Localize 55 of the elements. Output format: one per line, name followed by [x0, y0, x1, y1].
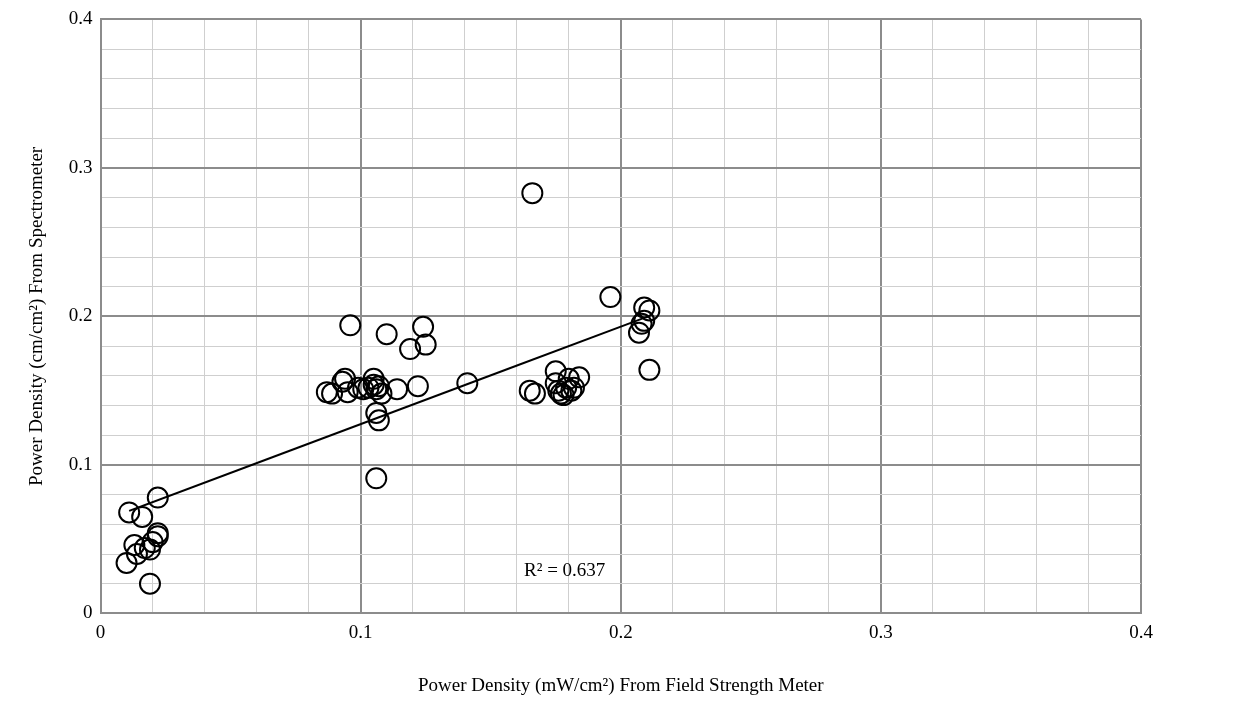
point: [115, 551, 138, 574]
point: [406, 375, 429, 398]
point: [133, 537, 156, 560]
point: [118, 501, 141, 524]
point: [146, 486, 169, 509]
x-tick-label: 0.4: [1129, 620, 1154, 642]
point: [599, 286, 622, 309]
point: [357, 376, 380, 399]
point: [544, 360, 567, 383]
y-tick-label: 0: [83, 601, 93, 623]
x-axis-title: Power Density (mW/cm²) From Field Strength Meter: [417, 673, 825, 696]
point: [633, 296, 656, 319]
y-tick-label: 0.2: [68, 304, 93, 326]
y-tick-label: 0.3: [68, 155, 93, 177]
point: [456, 372, 479, 395]
point: [138, 538, 161, 561]
point: [544, 372, 567, 395]
point: [518, 379, 541, 402]
point: [521, 182, 544, 205]
point: [315, 381, 338, 404]
y-tick-label: 0.1: [68, 452, 93, 474]
point: [557, 367, 580, 390]
point: [412, 315, 435, 338]
point: [347, 376, 370, 399]
point: [141, 531, 164, 554]
point: [370, 382, 393, 405]
x-tick-label: 0.3: [869, 620, 893, 642]
point: [336, 381, 359, 404]
point: [523, 382, 546, 405]
point: [321, 382, 344, 405]
point: [386, 378, 409, 401]
point: [131, 505, 154, 528]
point: [638, 358, 661, 381]
point: [375, 323, 398, 346]
y-axis-title: Power Density (cm/cm²) From Spectrometer: [25, 146, 48, 486]
point: [399, 338, 422, 361]
point: [365, 401, 388, 424]
point: [627, 321, 650, 344]
point: [339, 314, 362, 337]
point: [125, 543, 148, 565]
point: [414, 333, 437, 356]
point: [138, 572, 161, 595]
x-tick-label: 0.2: [608, 620, 633, 642]
point: [367, 409, 390, 432]
point: [568, 366, 591, 389]
point: [638, 299, 661, 322]
y-tick-label: 0.4: [68, 7, 94, 29]
x-tick-label: 0.1: [348, 620, 373, 642]
point: [362, 367, 385, 390]
point: [555, 376, 578, 399]
point: [123, 534, 146, 557]
point: [362, 373, 385, 396]
point: [365, 467, 388, 490]
point: [352, 378, 375, 401]
annotation: R² = 0.637: [524, 559, 606, 581]
